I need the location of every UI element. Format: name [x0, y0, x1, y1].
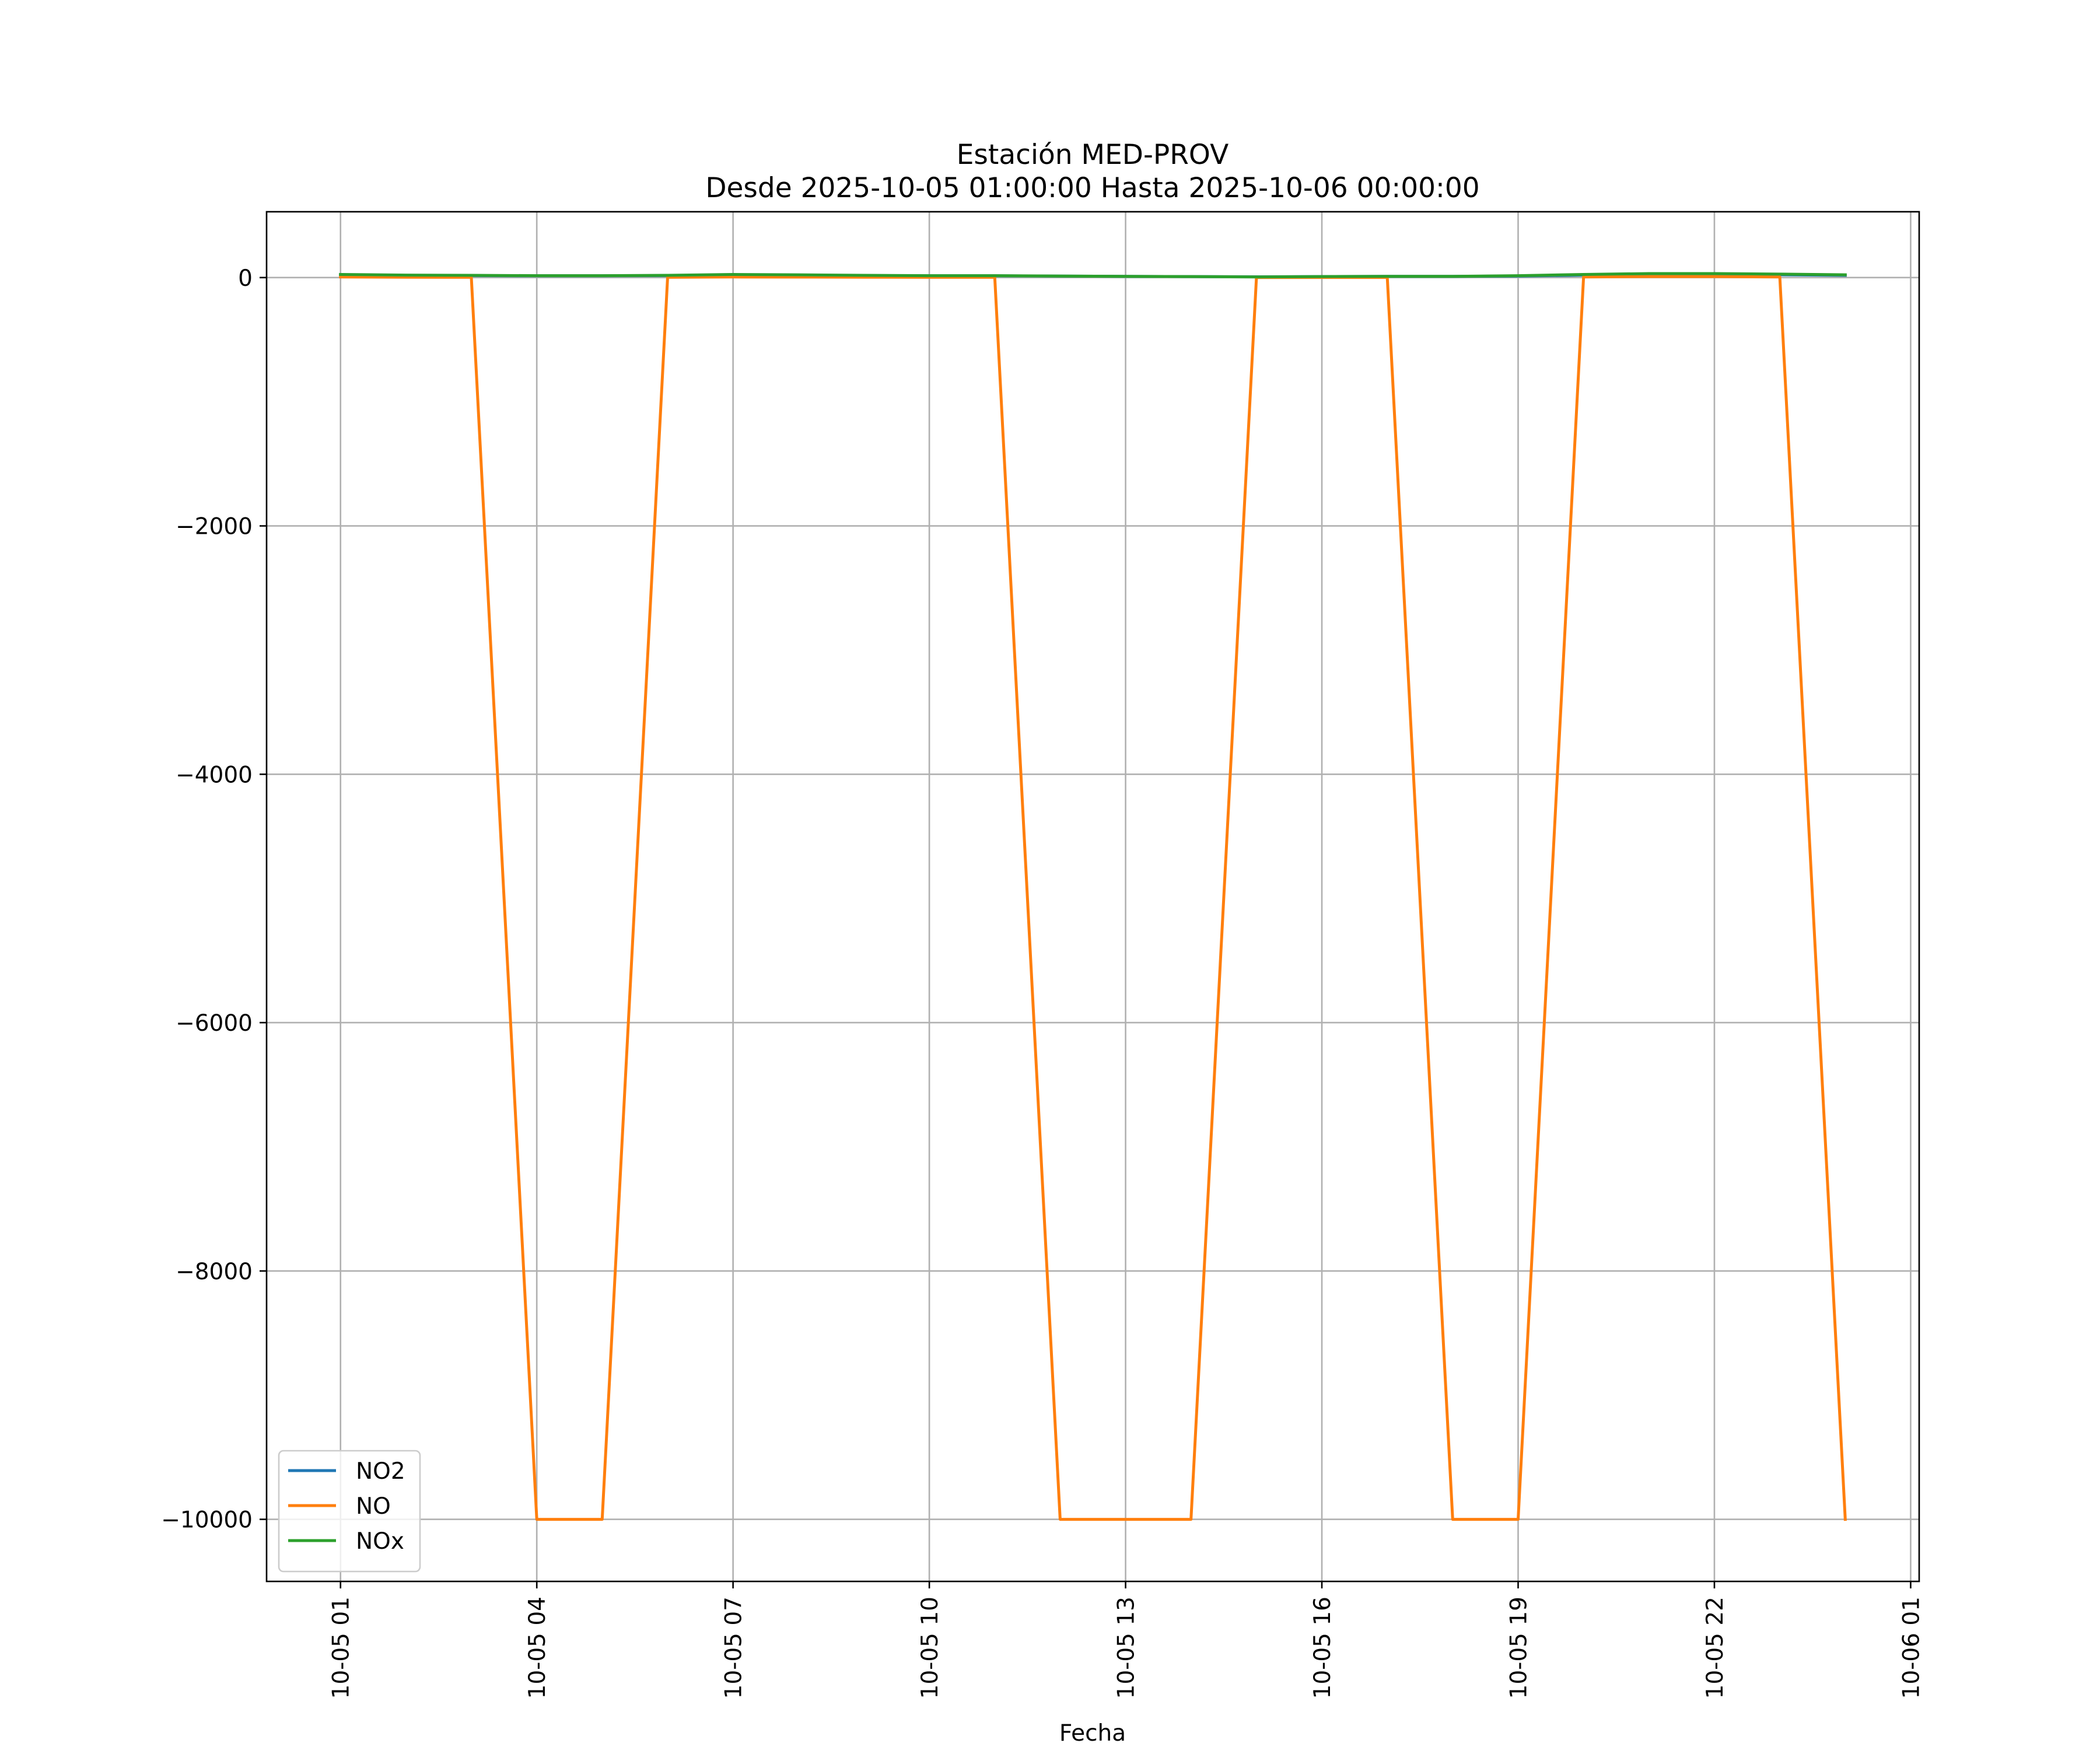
x-tick-label: 10-05 13 — [1114, 1597, 1140, 1699]
x-tick-label: 10-05 07 — [721, 1597, 747, 1699]
x-tick-label: 10-05 22 — [1702, 1597, 1728, 1699]
legend: NO2 NO NOx — [278, 1450, 421, 1573]
y-tick-label: −10000 — [161, 1507, 253, 1534]
x-tick-label: 10-05 01 — [328, 1597, 355, 1699]
legend-label-no2: NO2 — [356, 1458, 405, 1485]
legend-label-nox: NOx — [356, 1528, 404, 1555]
y-tick-label: −4000 — [176, 762, 253, 788]
plot-frame — [265, 211, 1920, 1583]
chart-title: Estación MED-PROV — [957, 139, 1229, 171]
grid-lines — [267, 212, 1919, 1581]
x-tick-label: 10-05 10 — [917, 1597, 943, 1699]
axis-ticks: 10-05 01 10-05 04 10-05 07 10-05 10 10-05 13… — [161, 265, 1924, 1699]
series-line-nox — [339, 272, 1847, 279]
x-axis-label: Fecha — [1059, 1720, 1126, 1746]
y-tick-label: 0 — [238, 265, 253, 292]
x-tick-label: 10-06 01 — [1898, 1597, 1924, 1699]
series-line-no — [339, 275, 1847, 1521]
x-tick-label: 10-05 19 — [1506, 1597, 1532, 1699]
y-tick-label: −2000 — [176, 514, 253, 540]
y-tick-label: −8000 — [176, 1259, 253, 1285]
chart-subtitle: Desde 2025-10-05 01:00:00 Hasta 2025-10-… — [705, 172, 1479, 204]
legend-label-no: NO — [356, 1493, 391, 1520]
x-tick-label: 10-05 16 — [1310, 1597, 1336, 1699]
x-tick-label: 10-05 04 — [524, 1597, 551, 1699]
series-lines — [339, 272, 1847, 1521]
y-tick-label: −6000 — [176, 1010, 253, 1037]
